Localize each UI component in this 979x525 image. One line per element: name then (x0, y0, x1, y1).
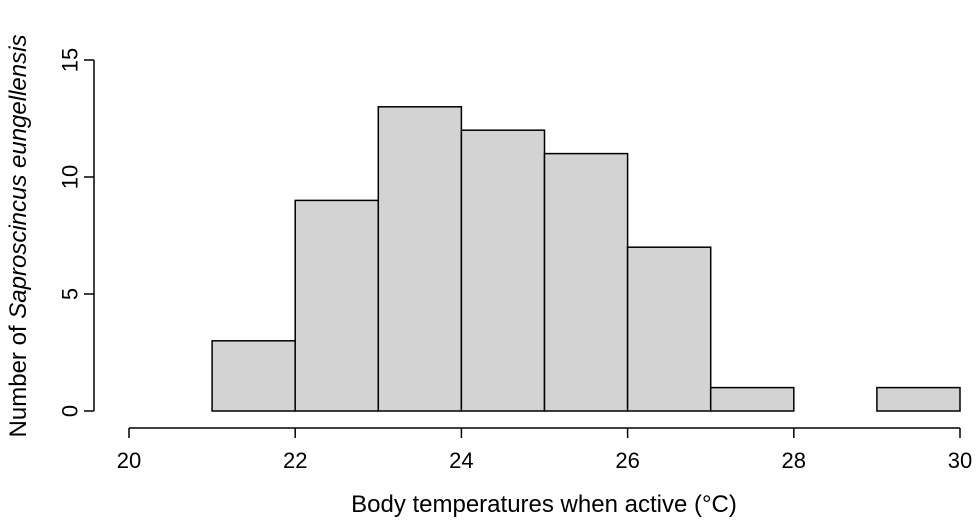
y-axis-title-species: Saproscincus eungellensis (5, 35, 32, 319)
x-tick-label: 20 (117, 448, 141, 473)
x-tick-label: 30 (948, 448, 972, 473)
histogram-bar (876, 386, 961, 412)
x-axis: 20 22 24 26 28 30 (117, 427, 972, 473)
y-axis-title-prefix: Number of (5, 319, 32, 438)
y-tick-label: 10 (58, 165, 83, 189)
histogram-bar (543, 152, 629, 412)
x-tick-label: 24 (449, 448, 473, 473)
y-tick-label: 15 (58, 48, 83, 72)
bars-group (211, 106, 961, 412)
histogram-bar (709, 386, 795, 412)
histogram-bar (460, 129, 546, 412)
histogram-bar (211, 340, 296, 412)
y-tick-label: 5 (58, 288, 83, 300)
y-axis-title: Number of Saproscincus eungellensis (5, 35, 32, 438)
histogram-bar (294, 199, 380, 412)
histogram-bar (626, 246, 712, 412)
x-tick-label: 28 (782, 448, 806, 473)
y-tick-label: 0 (58, 405, 83, 417)
x-tick-label: 22 (283, 448, 307, 473)
y-axis: 0 5 10 15 (58, 48, 95, 417)
histogram-bar (377, 106, 463, 412)
x-tick-label: 26 (615, 448, 639, 473)
x-axis-title: Body temperatures when active (°C) (351, 491, 737, 518)
